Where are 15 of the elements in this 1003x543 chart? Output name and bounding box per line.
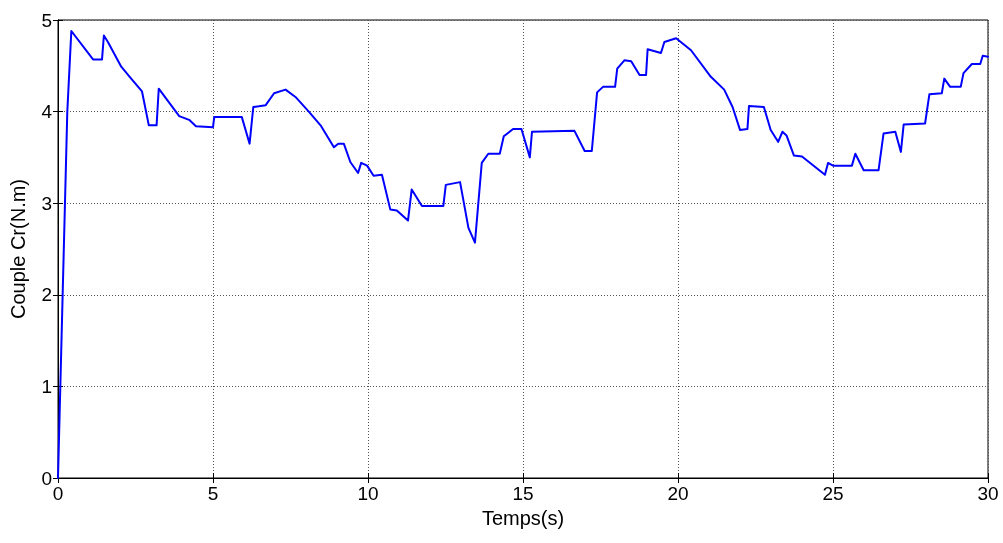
x-tick-label: 15: [512, 483, 534, 504]
y-tick-label: 1: [41, 375, 52, 397]
y-tick-label: 2: [41, 284, 52, 306]
y-tick-label: 3: [41, 192, 52, 214]
y-tick-label: 5: [41, 9, 52, 31]
x-tick-label: 5: [207, 483, 219, 504]
x-tick-label: 10: [357, 483, 379, 504]
y-axis-title: Couple Cr(N.m): [7, 178, 29, 320]
y-tick-label: 0: [41, 467, 52, 489]
x-tick-label: 30: [977, 483, 999, 504]
x-tick-label: 25: [822, 483, 844, 504]
line-series: [57, 29, 989, 479]
x-axis-title: Temps(s): [481, 506, 565, 529]
y-tick-label: 4: [41, 101, 53, 123]
x-tick-label: 20: [667, 483, 689, 504]
